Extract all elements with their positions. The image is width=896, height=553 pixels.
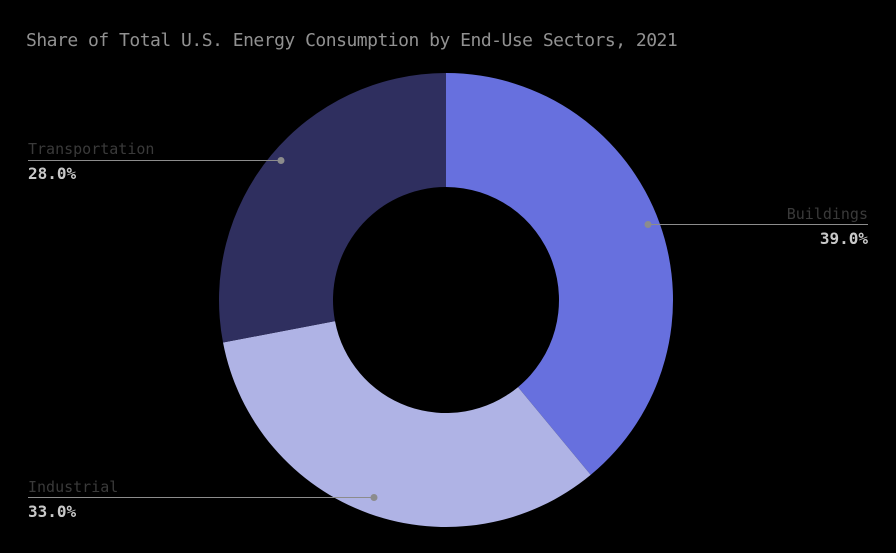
slice-transportation[interactable] (218, 73, 446, 343)
callout-buildings: Buildings 39.0% (787, 206, 868, 247)
callout-industrial-value: 33.0% (28, 502, 77, 521)
chart-title: Share of Total U.S. Energy Consumption b… (26, 30, 678, 51)
leader-dot-industrial (370, 494, 378, 501)
callout-transportation-value: 28.0% (28, 164, 77, 183)
callout-industrial-label: Industrial (28, 478, 119, 496)
leader-dot-transportation (277, 157, 285, 164)
callout-transportation-label: Transportation (28, 140, 155, 158)
callout-transportation: Transportation 28.0% (28, 141, 154, 182)
slice-buildings[interactable] (446, 73, 674, 475)
donut-slices (218, 73, 674, 528)
slice-industrial[interactable] (223, 321, 591, 528)
callout-industrial: Industrial 33.0% (28, 479, 118, 520)
leader-dot-buildings (644, 221, 652, 228)
callout-buildings-value: 39.0% (819, 229, 868, 248)
callout-buildings-label: Buildings (786, 205, 868, 223)
leader-lines (28, 157, 868, 501)
